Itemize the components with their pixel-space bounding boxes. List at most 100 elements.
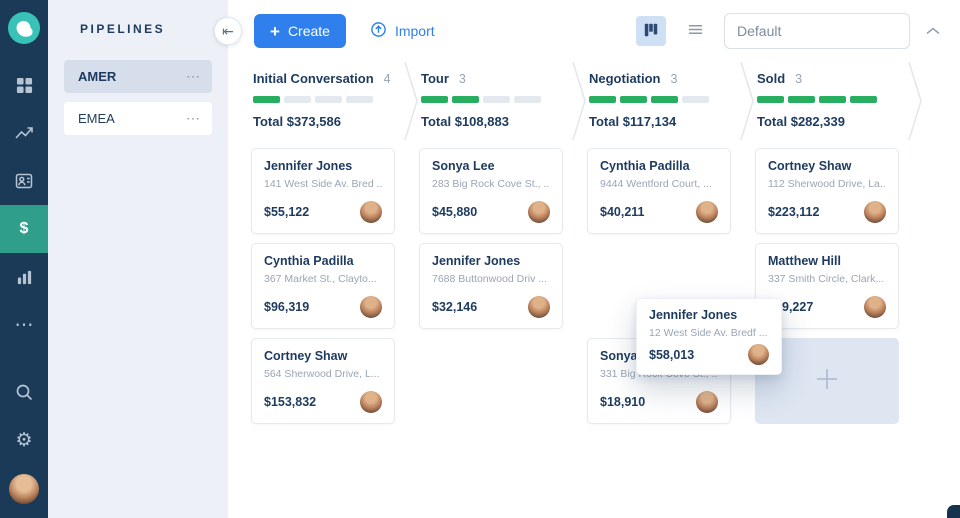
stage-separator-icon	[737, 62, 757, 140]
stage-count: 3	[670, 72, 678, 86]
deal-footer: $45,880	[432, 201, 550, 223]
stage-total: Total $108,883	[421, 114, 569, 129]
logo-icon	[8, 12, 40, 44]
stage-total-label: Total	[421, 114, 452, 129]
deal-amount: $40,211	[600, 205, 645, 219]
board-column-sold: Cortney Shaw 112 Sherwood Drive, La... $22…	[755, 148, 899, 424]
analytics-icon[interactable]	[0, 109, 48, 157]
deal-name: Cynthia Padilla	[600, 159, 690, 173]
deal-address: 7688 Buttonwood Driv ...	[432, 273, 547, 285]
deal-avatar	[864, 296, 886, 318]
pipeline-item-emea[interactable]: EMEA ⋯	[64, 102, 212, 135]
plus-icon: +	[270, 21, 280, 41]
deal-amount: $223,112	[768, 205, 820, 219]
deal-name: Cynthia Padilla	[264, 254, 354, 268]
reports-icon[interactable]	[0, 253, 48, 301]
stage-total-label: Total	[757, 114, 788, 129]
deal-address: 12 West Side Av. Bredf ...	[649, 327, 768, 339]
deal-avatar	[748, 344, 769, 365]
kanban-board: Jennifer Jones 141 West Side Av. Bred ...…	[228, 140, 960, 424]
pipeline-item-amer[interactable]: AMER ⋯	[64, 60, 212, 93]
stage-progress	[253, 96, 401, 103]
deal-address: 367 Market St., Clayto...	[264, 273, 377, 285]
stage-total-label: Total	[253, 114, 284, 129]
chat-widget-corner[interactable]	[947, 505, 960, 518]
stage-title-row: Initial Conversation 4	[253, 71, 401, 86]
more-icon[interactable]: ⋯	[0, 301, 48, 349]
item-menu-icon[interactable]: ⋯	[186, 68, 200, 84]
deal-card[interactable]: Cortney Shaw 112 Sherwood Drive, La... $22…	[755, 148, 899, 234]
stage-name: Negotiation	[589, 71, 661, 86]
deal-card[interactable]: Cynthia Padilla 367 Market St., Clayto...…	[251, 243, 395, 329]
deal-address: 564 Sherwood Drive, L...	[264, 368, 380, 380]
stage-total-label: Total	[589, 114, 620, 129]
deal-amount: 9,227	[782, 300, 814, 314]
deal-amount: $153,832	[264, 395, 317, 409]
deal-name: Cortney Shaw	[768, 159, 852, 173]
progress-segment	[757, 96, 784, 103]
stage-total-amount: $117,134	[622, 114, 677, 129]
list-view-button[interactable]	[680, 16, 710, 46]
dollar-glyph: $	[19, 220, 29, 237]
stage-progress	[589, 96, 737, 103]
pipelines-list: AMER ⋯ EMEA ⋯	[48, 60, 228, 135]
deal-address: 112 Sherwood Drive, La...	[768, 178, 886, 190]
stage-header-initial-conversation: Initial Conversation 4 Total $373,586	[253, 62, 401, 140]
stage-name: Tour	[421, 71, 449, 86]
deal-card[interactable]: Jennifer Jones 141 West Side Av. Bred ...…	[251, 148, 395, 234]
stage-total-amount: $373,586	[286, 114, 341, 129]
search-icon[interactable]	[0, 368, 48, 416]
import-button[interactable]: Import	[370, 21, 435, 41]
deal-name: Jennifer Jones	[264, 159, 353, 173]
progress-segment	[421, 96, 448, 103]
topbar: + Create Import	[228, 0, 960, 62]
deal-card[interactable]: Cortney Shaw 564 Sherwood Drive, L... $153…	[251, 338, 395, 424]
progress-segment	[788, 96, 815, 103]
stage-title-row: Tour 3	[421, 71, 569, 86]
stage-name: Sold	[757, 71, 786, 86]
item-menu-icon[interactable]: ⋯	[186, 110, 200, 126]
deal-footer: 9,227	[768, 296, 886, 318]
deal-card[interactable]: Cynthia Padilla 9444 Wentford Court, ... $…	[587, 148, 731, 234]
view-select[interactable]	[724, 13, 910, 49]
dashboard-icon[interactable]	[0, 61, 48, 109]
app-logo[interactable]	[8, 12, 40, 49]
deal-avatar	[360, 201, 382, 223]
chevron-up-icon[interactable]	[924, 25, 942, 37]
collapse-panel-button[interactable]: ⇤	[214, 17, 242, 45]
deal-avatar	[696, 201, 718, 223]
deal-name: Jennifer Jones	[432, 254, 521, 268]
stage-header-row: Initial Conversation 4 Total $373,586 Tour 3…	[228, 62, 960, 140]
dragged-card[interactable]: Jennifer Jones 12 West Side Av. Bredf ..…	[636, 298, 782, 375]
progress-segment	[514, 96, 541, 103]
pipeline-item-label: AMER	[78, 69, 117, 84]
deal-name: Matthew Hill	[768, 254, 841, 268]
deal-name: Jennifer Jones	[649, 308, 738, 322]
kanban-icon	[643, 22, 659, 41]
settings-icon[interactable]: ⚙	[0, 416, 48, 464]
create-button[interactable]: + Create	[254, 14, 346, 48]
deal-address: 141 West Side Av. Bred ...	[264, 178, 382, 190]
gear-glyph: ⚙	[15, 429, 33, 451]
deal-card[interactable]: Jennifer Jones 7688 Buttonwood Driv ... $3…	[419, 243, 563, 329]
deal-address: 283 Big Rock Cove St., ...	[432, 178, 550, 190]
stage-separator-icon	[905, 62, 925, 140]
stage-name: Initial Conversation	[253, 71, 374, 86]
deal-footer: $32,146	[432, 296, 550, 318]
stage-count: 3	[458, 72, 466, 86]
deals-icon[interactable]: $	[0, 205, 48, 253]
plus-icon	[812, 364, 842, 399]
user-avatar[interactable]	[9, 474, 39, 504]
deal-avatar	[864, 201, 886, 223]
deal-name: Cortney Shaw	[264, 349, 348, 363]
kanban-view-button[interactable]	[636, 16, 666, 46]
progress-segment	[253, 96, 280, 103]
deal-amount: $96,319	[264, 300, 310, 314]
deal-address: 337 Smith Circle, Clark...	[768, 273, 885, 285]
deal-card[interactable]: Sonya Lee 283 Big Rock Cove St., ... $45,8…	[419, 148, 563, 234]
stage-progress	[421, 96, 569, 103]
contacts-icon[interactable]	[0, 157, 48, 205]
stage-total: Total $282,339	[757, 114, 905, 129]
deal-avatar	[360, 296, 382, 318]
